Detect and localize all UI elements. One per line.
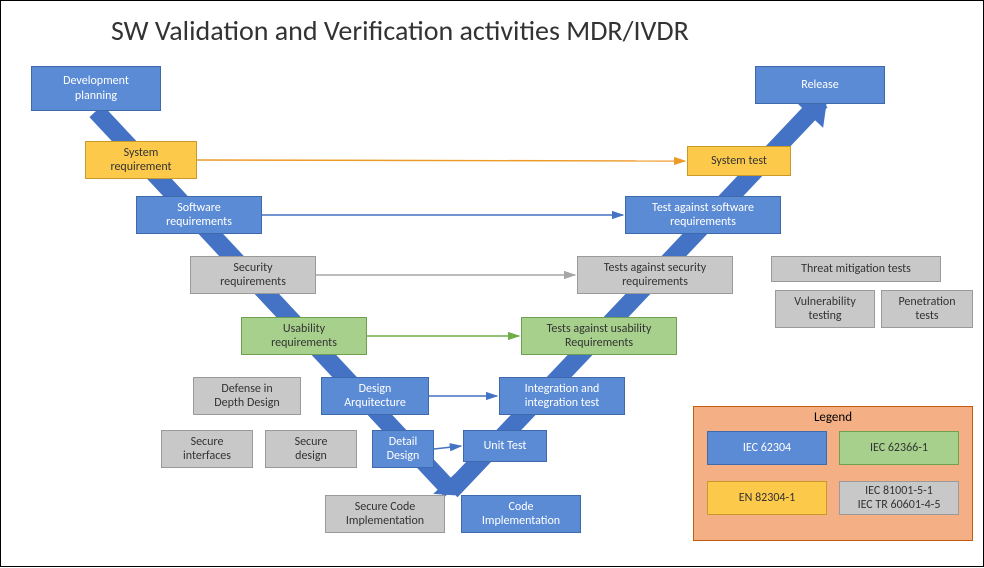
node-legend-iec62304: IEC 62304 [707,431,827,465]
node-sec_if: Secureinterfaces [161,430,253,468]
diagram-title: SW Validation and Verification activitie… [111,13,689,48]
node-dev_planning: Developmentplanning [31,66,161,111]
legend-title: Legend [693,410,973,425]
node-sys_test: System test [687,146,791,176]
node-sec_req: Securityrequirements [190,256,316,294]
node-sw_req: Softwarerequirements [136,196,262,234]
node-vuln: Vulnerabilitytesting [775,290,875,328]
legend-box [693,406,973,541]
node-code_impl: CodeImplementation [461,495,581,533]
diagram-canvas: SW Validation and Verification activitie… [0,0,984,567]
node-int_test: Integration andintegration test [499,377,625,415]
node-detail_design: DetailDesign [372,430,434,468]
node-defense: Defense inDepth Design [193,377,301,415]
node-sec_code: Secure CodeImplementation [325,495,445,533]
node-legend-iec62366: IEC 62366-1 [839,431,959,465]
node-pen: Penetrationtests [881,290,973,328]
node-sys_req: Systemrequirement [85,141,197,179]
node-legend-en82304: EN 82304-1 [707,481,827,515]
node-sw_test: Test against softwarerequirements [625,196,781,234]
node-usab_test: Tests against usabilityRequirements [521,317,677,355]
node-sec_design: Securedesign [265,430,357,468]
node-sec_test: Tests against securityrequirements [577,256,733,294]
node-legend-iec81001: IEC 81001-5-1IEC TR 60601-4-5 [839,481,959,515]
node-design_arch: DesignArquitecture [321,377,429,415]
node-usab_req: Usabilityrequirements [241,317,367,355]
node-threat: Threat mitigation tests [771,256,941,282]
node-release: Release [755,66,885,104]
node-unit_test: Unit Test [463,430,547,462]
